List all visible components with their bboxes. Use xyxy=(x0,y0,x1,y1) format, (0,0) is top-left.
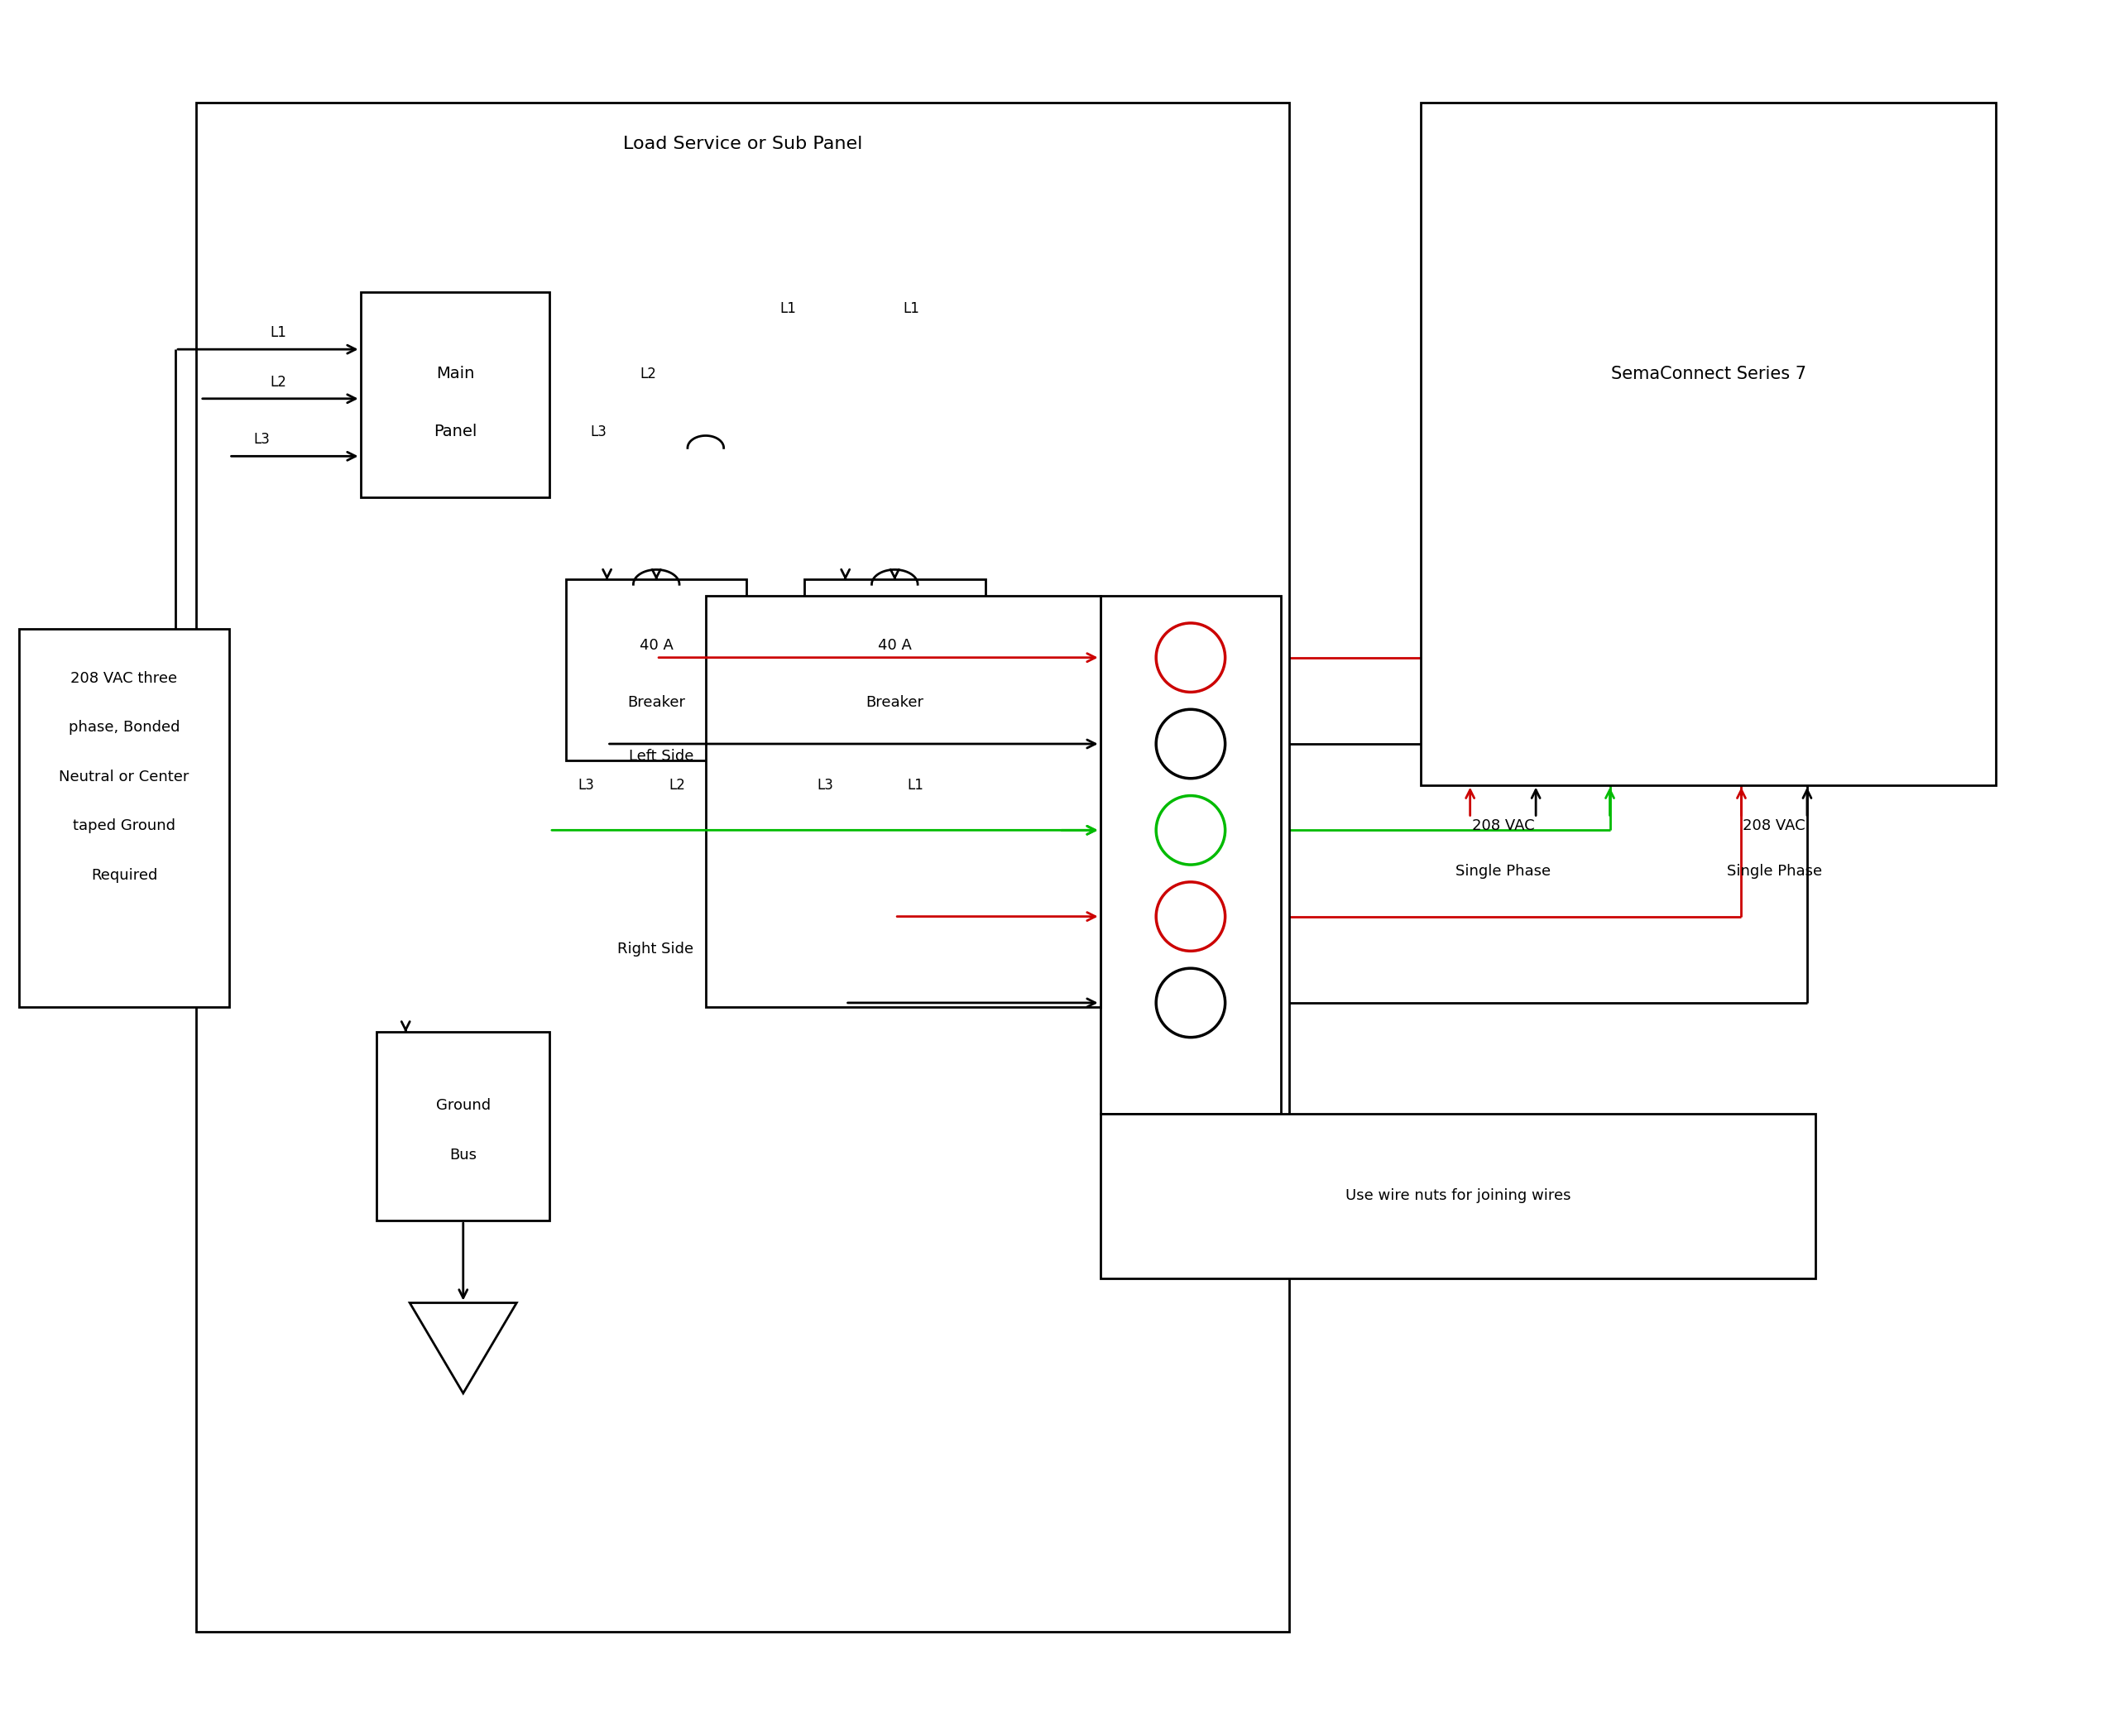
Text: Breaker: Breaker xyxy=(627,696,686,710)
Text: L1: L1 xyxy=(779,300,795,316)
Text: Main: Main xyxy=(437,366,475,382)
Text: Single Phase: Single Phase xyxy=(1726,865,1821,878)
Text: 208 VAC three: 208 VAC three xyxy=(72,670,177,686)
Text: L3: L3 xyxy=(578,778,595,792)
Text: SemaConnect Series 7: SemaConnect Series 7 xyxy=(1610,366,1806,382)
Bar xyxy=(361,292,549,496)
Bar xyxy=(1099,1115,1815,1278)
Bar xyxy=(1420,102,1996,785)
Text: L2: L2 xyxy=(669,778,686,792)
Bar xyxy=(19,628,228,1007)
Text: L2: L2 xyxy=(639,366,656,382)
Text: Load Service or Sub Panel: Load Service or Sub Panel xyxy=(622,135,863,153)
Text: Use wire nuts for joining wires: Use wire nuts for joining wires xyxy=(1344,1189,1570,1203)
Bar xyxy=(705,595,1099,1007)
Text: Breaker: Breaker xyxy=(865,696,924,710)
Text: Right Side: Right Side xyxy=(616,943,694,957)
Text: Panel: Panel xyxy=(433,424,477,439)
Text: 40 A: 40 A xyxy=(878,637,912,653)
Text: Single Phase: Single Phase xyxy=(1456,865,1551,878)
Text: Neutral or Center: Neutral or Center xyxy=(59,769,190,785)
Text: Ground: Ground xyxy=(437,1099,490,1113)
Bar xyxy=(378,1031,549,1220)
Text: L1: L1 xyxy=(903,300,920,316)
Text: L3: L3 xyxy=(253,432,270,448)
Text: 40 A: 40 A xyxy=(639,637,673,653)
Text: L1: L1 xyxy=(270,325,287,340)
Text: L3: L3 xyxy=(817,778,833,792)
Text: Bus: Bus xyxy=(449,1147,477,1163)
Text: phase, Bonded: phase, Bonded xyxy=(68,720,179,734)
Text: taped Ground: taped Ground xyxy=(74,819,175,833)
Text: L3: L3 xyxy=(591,424,608,439)
Text: Required: Required xyxy=(91,868,158,884)
Text: L2: L2 xyxy=(270,375,287,389)
Bar xyxy=(804,580,985,760)
Text: 208 VAC: 208 VAC xyxy=(1471,819,1534,833)
Bar xyxy=(196,102,1289,1632)
Text: 208 VAC: 208 VAC xyxy=(1743,819,1806,833)
Bar xyxy=(565,580,747,760)
Text: Left Side: Left Side xyxy=(629,748,694,764)
Bar xyxy=(1099,595,1281,1115)
Text: L1: L1 xyxy=(907,778,924,792)
